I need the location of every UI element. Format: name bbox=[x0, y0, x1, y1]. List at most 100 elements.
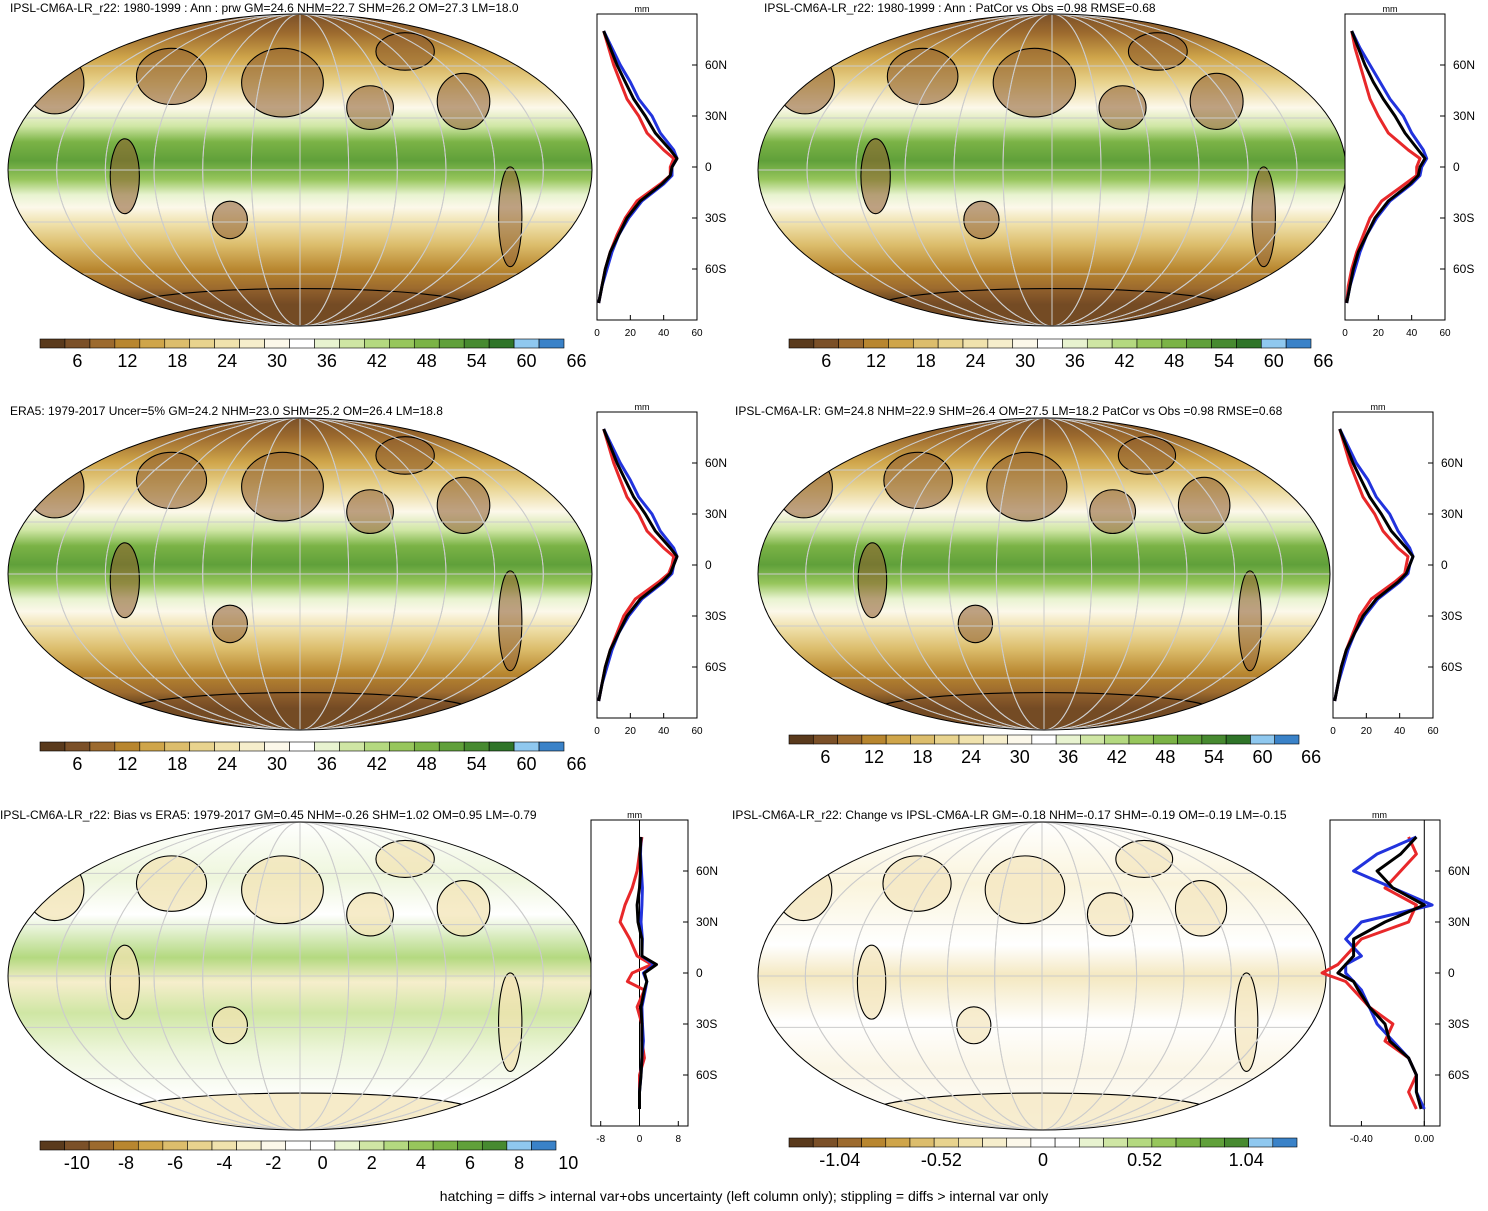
colorbar-swatch bbox=[1078, 1137, 1104, 1148]
profile-series-black bbox=[597, 428, 679, 702]
profile-ytick-label: 60S bbox=[1441, 660, 1462, 674]
profile-ytick-label: 0 bbox=[705, 558, 712, 572]
landmass bbox=[24, 454, 85, 519]
colorbar-tick-label: 48 bbox=[417, 754, 437, 774]
colorbar-swatch bbox=[1250, 734, 1276, 745]
colorbar-swatch bbox=[1285, 338, 1312, 349]
landmass bbox=[498, 570, 523, 672]
colorbar-swatch bbox=[1031, 734, 1057, 745]
colorbar-swatch bbox=[289, 741, 315, 752]
profile-unit-label: mm bbox=[1383, 4, 1398, 14]
landmass bbox=[856, 944, 887, 1020]
colorbar-swatch bbox=[1136, 338, 1163, 349]
colorbar-swatch bbox=[912, 338, 939, 349]
profile-xtick-label: 60 bbox=[1427, 726, 1439, 737]
colorbar-swatch bbox=[264, 338, 290, 349]
colorbar-swatch bbox=[1104, 734, 1130, 745]
profile-ytick-label: 0 bbox=[705, 160, 712, 174]
colorbar-swatch bbox=[1175, 1137, 1201, 1148]
profile-ytick-label: 60N bbox=[705, 58, 727, 72]
colorbar-tick-label: 66 bbox=[566, 351, 586, 371]
graticule-meridian bbox=[56, 418, 544, 730]
graticule-meridian bbox=[104, 822, 496, 1130]
landmass bbox=[1234, 972, 1259, 1073]
profile-frame bbox=[1329, 819, 1441, 1127]
colorbar-tick-label: 24 bbox=[217, 351, 237, 371]
landmass bbox=[346, 85, 394, 130]
colorbar-swatch bbox=[389, 338, 415, 349]
graticule-meridian bbox=[852, 822, 1232, 1130]
landmass bbox=[1177, 476, 1231, 534]
zonal-profile: mm 60N 30N 0 30S 60S -0.40 0.00 bbox=[1320, 810, 1470, 1145]
colorbar-swatch bbox=[982, 1137, 1008, 1148]
colorbar-tick-label: 48 bbox=[1155, 747, 1175, 767]
colorbar-swatch bbox=[359, 1140, 385, 1151]
landmass bbox=[883, 451, 954, 510]
colorbar-tick-label: 36 bbox=[1065, 351, 1085, 371]
profile-xtick-label: 40 bbox=[658, 328, 670, 339]
colorbar-swatch bbox=[812, 734, 838, 745]
profile-xtick-label: 20 bbox=[1361, 726, 1373, 737]
colorbar-swatch bbox=[1006, 1137, 1032, 1148]
colorbar-swatch bbox=[1248, 1137, 1274, 1148]
landmass bbox=[241, 47, 324, 118]
colorbar-tick-label: 48 bbox=[417, 351, 437, 371]
colorbar-tick-label: 36 bbox=[1058, 747, 1078, 767]
landmass bbox=[109, 944, 140, 1020]
colorbar-swatch bbox=[39, 1140, 65, 1151]
colorbar-swatch bbox=[1201, 734, 1227, 745]
colorbar-swatch bbox=[339, 338, 365, 349]
colorbar-swatch bbox=[513, 741, 540, 752]
panel-title: ERA5: 1979-2017 Uncer=5% GM=24.2 NHM=23.… bbox=[10, 404, 443, 418]
profile-ytick-label: 30S bbox=[705, 211, 726, 225]
profile-xtick-label: 60 bbox=[1439, 328, 1451, 339]
panel-title: IPSL-CM6A-LR: GM=24.8 NHM=22.9 SHM=26.4 … bbox=[735, 404, 1283, 418]
colorbar-swatch bbox=[187, 1140, 213, 1151]
landmass bbox=[109, 542, 140, 619]
landmass bbox=[986, 451, 1068, 522]
graticule-meridian bbox=[900, 418, 1188, 730]
graticule-meridian bbox=[104, 14, 496, 326]
colorbar-swatch bbox=[408, 1140, 434, 1151]
graticule-meridian bbox=[56, 14, 544, 326]
profile-unit-label: mm bbox=[1371, 402, 1386, 412]
colorbar-swatch bbox=[1272, 1137, 1298, 1148]
colorbar-tick-label: 0.52 bbox=[1127, 1150, 1162, 1170]
colorbar-tick-label: 60 bbox=[517, 351, 537, 371]
colorbar-tick-label: 12 bbox=[117, 754, 137, 774]
profile-ytick-label: 60S bbox=[705, 262, 726, 276]
colorbar-swatch bbox=[364, 338, 390, 349]
colorbar-swatch bbox=[1161, 338, 1188, 349]
figure-footnote: hatching = diffs > internal var+obs unce… bbox=[439, 1188, 1049, 1204]
profile-ytick-label: 60N bbox=[1441, 456, 1463, 470]
profile-ytick-label: 30N bbox=[705, 507, 727, 521]
colorbar-swatch bbox=[1199, 1137, 1225, 1148]
profile-ytick-label: 60S bbox=[705, 660, 726, 674]
colorbar-tick-label: 60 bbox=[1264, 351, 1284, 371]
landmass bbox=[1237, 570, 1262, 672]
colorbar-tick-label: 30 bbox=[267, 754, 287, 774]
profile-ytick-label: 30S bbox=[1441, 609, 1462, 623]
map-panel bbox=[7, 13, 593, 327]
colorbar-swatch bbox=[364, 741, 390, 752]
graticule-meridian bbox=[904, 14, 1200, 326]
colorbar-swatch bbox=[314, 338, 340, 349]
colorbar-swatch bbox=[1086, 338, 1113, 349]
landmass bbox=[774, 858, 833, 922]
colorbar-swatch bbox=[982, 734, 1008, 745]
colorbar-swatch bbox=[438, 741, 465, 752]
colorbar-tick-label: 18 bbox=[167, 351, 187, 371]
colorbar-tick-label: 60 bbox=[1253, 747, 1273, 767]
landmass bbox=[109, 138, 140, 215]
colorbar-swatch bbox=[837, 734, 863, 745]
colorbar-swatch bbox=[1062, 338, 1088, 349]
profile-xtick-label: 0 bbox=[594, 328, 600, 339]
graticule-meridian bbox=[946, 822, 1138, 1130]
colorbar-swatch bbox=[164, 338, 191, 349]
colorbar: 6 12 18 24 30 36 42 48 54 60 66 bbox=[39, 741, 586, 774]
colorbar-swatch bbox=[1037, 338, 1063, 349]
colorbar-swatch bbox=[788, 338, 815, 349]
landmass bbox=[24, 858, 85, 922]
colorbar-swatch bbox=[1054, 1137, 1080, 1148]
colorbar-swatch bbox=[1127, 1137, 1153, 1148]
